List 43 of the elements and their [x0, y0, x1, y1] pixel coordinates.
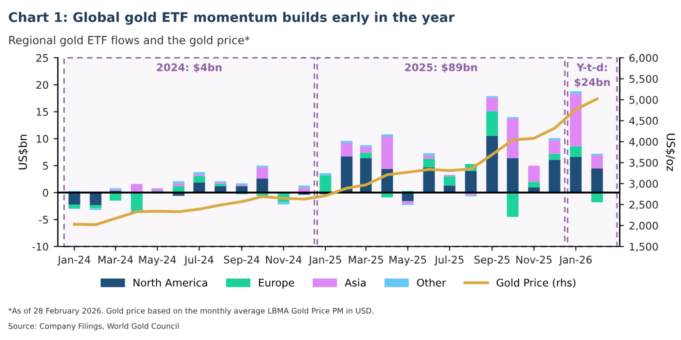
- y-tick-label: 10: [36, 134, 48, 143]
- y2-axis-title: US$/oz: [665, 134, 676, 171]
- x-tick-label: Jul-25: [434, 256, 464, 266]
- x-tick-label: Jan-24: [57, 256, 90, 266]
- x-tick-label: Jan-26: [558, 256, 592, 266]
- y-axis-title: US$bn: [18, 134, 28, 170]
- y2-tick-label: 5,000: [630, 96, 658, 105]
- y2-tick-label: 2,000: [630, 222, 658, 231]
- x-tick-label: May-24: [139, 256, 176, 266]
- chart-title: Chart 1: Global gold ETF momentum builds early in the year: [8, 12, 455, 25]
- y2-tick-label: 4,000: [629, 138, 658, 147]
- band-label: Y-t-d: $24bn: [574, 63, 610, 88]
- x-tick-label: Jan-25: [308, 256, 342, 266]
- legend-label: Asia: [344, 278, 366, 287]
- y-tick-label: -10: [32, 242, 48, 251]
- y-tick-label: 15: [36, 108, 48, 116]
- y2-tick-label: 6,000: [629, 54, 658, 63]
- y2-tick-label: 3,500: [630, 158, 658, 168]
- x-tick-label: Jul-24: [184, 256, 214, 266]
- x-tick-label: Sep-24: [224, 256, 260, 266]
- x-tick-label: Mar-25: [348, 256, 383, 264]
- band-label: 2025: $89bn: [405, 63, 477, 73]
- x-tick-label: Nov-24: [266, 256, 302, 264]
- y2-tick-label: 4,500: [629, 116, 658, 126]
- y2-tick-label: 3,000: [630, 180, 658, 189]
- y2-tick-label: 1,500: [630, 242, 658, 252]
- x-tick-label: Sep-25: [474, 256, 510, 266]
- y2-tick-label: 5,500: [630, 74, 658, 84]
- y-tick-label: 0: [42, 188, 48, 197]
- legend-label: Europe: [259, 278, 294, 289]
- band-label: 2024: $4bn: [157, 63, 222, 73]
- y-tick-label: 25: [36, 54, 48, 62]
- legend-label: Other: [417, 278, 446, 287]
- y-tick-label: 20: [36, 80, 48, 89]
- x-tick-label: May-25: [390, 256, 426, 266]
- x-tick-label: Nov-25: [516, 256, 552, 264]
- y-tick-label: 5: [43, 162, 48, 170]
- legend-label: Gold Price (rhs): [496, 278, 576, 288]
- y2-tick-label: 2,500: [630, 200, 658, 210]
- chart-subtitle: Regional gold ETF flows and the gold price*: [9, 36, 250, 46]
- x-tick-label: Mar-24: [98, 256, 133, 264]
- legend-label: North America: [134, 278, 208, 287]
- y-tick-label: -5: [38, 216, 48, 224]
